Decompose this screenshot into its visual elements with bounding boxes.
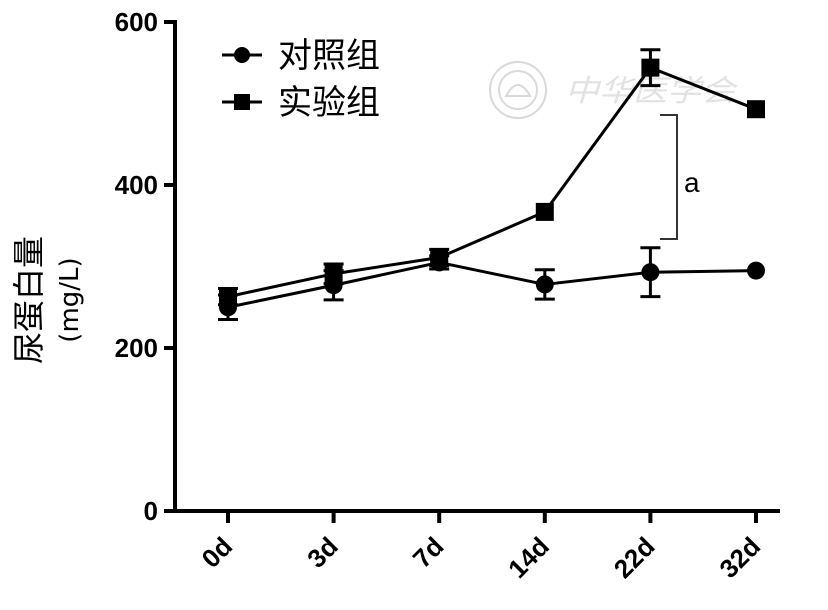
- y-ticks: 0 200 400 600: [115, 7, 175, 526]
- legend-label-experiment: 实验组: [278, 83, 380, 123]
- y-tick-label: 400: [115, 170, 158, 200]
- series-experiment: [218, 48, 765, 307]
- data-point: [324, 264, 343, 283]
- data-point: [430, 248, 449, 267]
- series-line: [227, 260, 757, 309]
- y-tick-label: 600: [115, 7, 158, 37]
- legend-label-control: 对照组: [278, 36, 380, 76]
- legend-marker-experiment: [234, 94, 250, 110]
- data-point: [747, 261, 765, 280]
- data-point: [535, 202, 554, 221]
- data-point: [747, 100, 765, 119]
- series-layer: [218, 48, 765, 321]
- annotation-label: a: [684, 167, 700, 198]
- x-tick-label: 14d: [502, 531, 555, 584]
- y-axis-title-group: 尿蛋白量 (mg/L): [10, 236, 85, 364]
- x-tick-label: 0d: [196, 531, 239, 574]
- data-point: [641, 58, 660, 77]
- series-line: [227, 66, 757, 299]
- y-tick-label: 200: [115, 333, 158, 363]
- y-axis-unit: (mg/L): [55, 257, 85, 342]
- bracket-line: [660, 114, 678, 240]
- data-point: [219, 287, 237, 306]
- legend: 对照组 实验组: [222, 36, 380, 123]
- series-control: [218, 246, 765, 321]
- x-tick-label: 22d: [608, 531, 661, 584]
- data-point: [535, 275, 554, 294]
- x-tick-label: 7d: [407, 531, 450, 574]
- x-ticks: 0d 3d 7d 14d 22d 32d: [196, 511, 766, 584]
- y-axis-title: 尿蛋白量: [10, 236, 48, 364]
- watermark-seal: [489, 61, 547, 119]
- data-point: [641, 263, 660, 282]
- x-tick-label: 3d: [301, 531, 344, 574]
- y-tick-label: 0: [144, 496, 158, 526]
- significance-bracket: a: [660, 114, 700, 240]
- legend-marker-control: [234, 47, 250, 63]
- x-tick-label: 32d: [713, 531, 766, 584]
